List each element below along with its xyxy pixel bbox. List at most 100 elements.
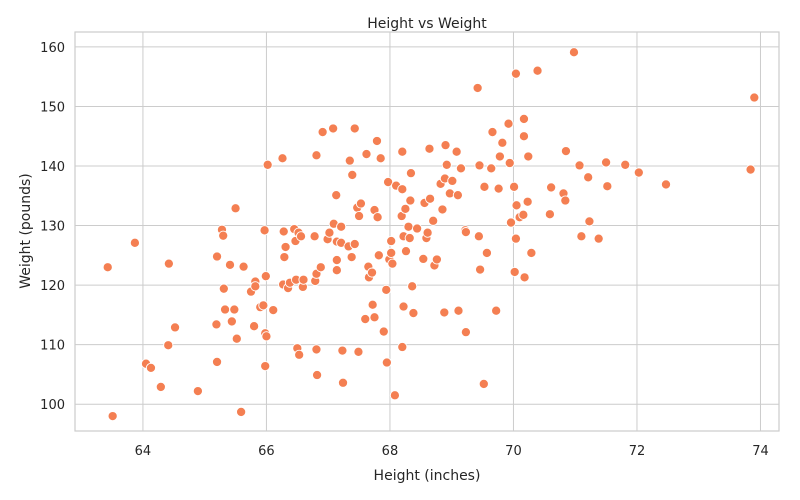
data-point (294, 349, 305, 360)
data-point (505, 217, 517, 228)
data-point (522, 196, 533, 207)
data-point (250, 281, 261, 292)
data-point (361, 149, 372, 160)
data-point (224, 259, 236, 270)
data-point (452, 190, 463, 201)
data-point (163, 258, 174, 269)
data-point (518, 131, 530, 142)
data-point (372, 212, 383, 223)
data-point (660, 179, 672, 190)
data-point (510, 68, 521, 79)
data-point (460, 227, 471, 238)
data-point (428, 215, 439, 226)
data-point (602, 181, 613, 192)
data-point (218, 230, 229, 241)
data-point (510, 233, 521, 244)
data-point (400, 203, 411, 214)
data-point (493, 183, 504, 194)
data-point (497, 137, 508, 148)
y-tick-label: 100 (40, 398, 65, 413)
data-point (576, 231, 587, 242)
data-point (366, 267, 378, 278)
data-point (261, 331, 272, 342)
y-tick-label: 150 (40, 100, 65, 115)
data-point (354, 210, 365, 222)
data-point (277, 153, 288, 164)
data-point (404, 233, 415, 244)
data-point (373, 250, 384, 261)
data-point (491, 305, 502, 316)
x-tick-label: 74 (752, 444, 769, 459)
data-point (369, 312, 380, 323)
x-tick-label: 68 (382, 444, 399, 459)
y-tick-label: 140 (40, 160, 65, 175)
data-point (479, 181, 490, 192)
data-point (473, 231, 484, 242)
data-point (400, 246, 412, 257)
data-point (745, 164, 756, 175)
data-point (336, 221, 347, 232)
data-point (298, 274, 309, 285)
data-point (518, 113, 530, 124)
data-point (408, 308, 419, 319)
data-point (353, 346, 364, 357)
data-point (381, 284, 392, 295)
data-point (211, 251, 223, 262)
data-point (262, 159, 273, 170)
data-point (397, 146, 408, 157)
data-point (375, 153, 386, 164)
data-point (309, 231, 320, 242)
data-point (317, 126, 328, 138)
data-point (494, 151, 505, 162)
x-tick-labels: 64 66 68 70 72 74 (135, 444, 769, 459)
data-point (315, 262, 326, 273)
data-point (280, 241, 291, 253)
data-point (504, 157, 515, 169)
data-point (633, 167, 644, 178)
data-point (211, 356, 223, 367)
data-point (583, 172, 594, 183)
data-point (460, 327, 471, 338)
y-tick-label: 120 (40, 279, 65, 294)
data-point (236, 406, 247, 417)
data-point (324, 227, 335, 238)
data-point (218, 283, 229, 294)
data-point (560, 195, 571, 206)
data-point (593, 233, 604, 244)
data-point (620, 159, 631, 170)
x-tick-label: 66 (258, 444, 275, 459)
x-tick-label: 64 (135, 444, 152, 459)
data-point (169, 322, 181, 333)
data-point (163, 340, 174, 351)
data-points (102, 47, 760, 422)
data-point (371, 135, 383, 147)
data-point (378, 326, 389, 337)
y-tick-label: 110 (40, 339, 65, 354)
data-point (349, 123, 360, 134)
data-point (523, 151, 534, 162)
data-point (260, 361, 271, 372)
data-point (295, 231, 307, 242)
data-point (440, 140, 451, 151)
data-point (231, 333, 242, 344)
data-point (107, 411, 118, 422)
data-point (331, 190, 342, 201)
data-point (381, 357, 392, 368)
plot-frame (74, 31, 780, 432)
data-point (268, 305, 279, 316)
data-point (546, 182, 557, 193)
data-point (475, 264, 486, 275)
x-tick-label: 70 (505, 444, 522, 459)
data-point (220, 304, 231, 315)
data-point (422, 227, 433, 238)
data-point (331, 265, 342, 276)
data-point (447, 175, 458, 186)
data-point (387, 258, 398, 269)
data-point (398, 301, 409, 312)
data-point (386, 247, 397, 258)
gridlines (75, 32, 779, 431)
data-point (532, 65, 543, 76)
data-point (259, 225, 270, 236)
data-point (311, 344, 322, 355)
